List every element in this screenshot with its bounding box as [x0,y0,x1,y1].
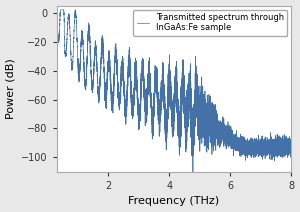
Transmitted spectrum through
InGaAs:Fe sample [242,144,245,147]
Transmitted spectrum through
InGaAs:Fe sample [194,96,197,98]
Transmitted spectrum through
InGaAs:Fe sample [140,71,143,74]
Transmitted spectrum through
InGaAs:Fe sample [229,136,232,138]
Legend: Transmitted spectrum through
InGaAs:Fe sample: Transmitted spectrum through InGaAs:Fe s… [133,10,287,36]
Transmitted spectrum through
InGaAs:Fe sample [55,9,58,11]
Transmitted spectrum through
InGaAs:Fe sample [204,129,208,132]
Transmitted spectrum through
InGaAs:Fe sample [67,16,70,18]
Transmitted spectrum through
InGaAs:Fe sample [191,170,195,173]
Line: Transmitted spectrum through
InGaAs:Fe sample: Transmitted spectrum through InGaAs:Fe s… [57,10,291,172]
Transmitted spectrum through
InGaAs:Fe sample [55,13,58,15]
Transmitted spectrum through
InGaAs:Fe sample [290,147,293,150]
Y-axis label: Power (dB): Power (dB) [6,58,16,119]
X-axis label: Frequency (THz): Frequency (THz) [128,197,220,206]
